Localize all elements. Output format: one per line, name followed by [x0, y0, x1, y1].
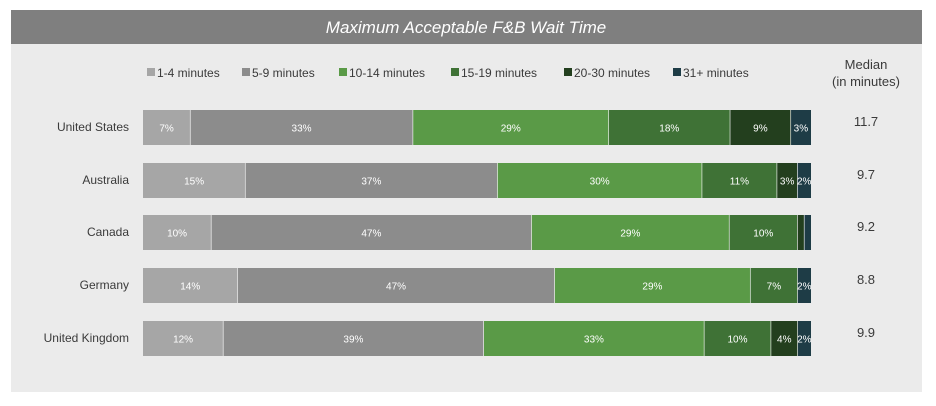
segment-label: 18% [659, 124, 679, 135]
legend-label-1: 1-4 minutes [157, 66, 220, 80]
bar-segment [190, 110, 413, 145]
bar-segment [797, 268, 811, 303]
segment-label: 3% [780, 177, 795, 188]
median-value: 9.9 [857, 325, 875, 340]
bar-segment [531, 215, 730, 250]
bar-segment [608, 110, 731, 145]
bar-segment [704, 321, 771, 356]
legend-swatch-4 [451, 68, 459, 76]
bar-segment [554, 268, 751, 303]
legend-label-5: 20-30 minutes [574, 66, 650, 80]
category-label: Germany [80, 278, 129, 292]
segment-label: 7% [767, 282, 782, 293]
bar-segment [804, 215, 811, 250]
category-label: Canada [87, 225, 129, 239]
bar-segment [729, 215, 798, 250]
bar-segment [143, 321, 224, 356]
segment-label: 37% [361, 177, 381, 188]
bar-segment [211, 215, 532, 250]
segment-label: 10% [167, 229, 187, 240]
segment-label: 14% [180, 282, 200, 293]
segment-label: 47% [386, 282, 406, 293]
median-value: 9.2 [857, 219, 875, 234]
bar-segment [143, 163, 246, 198]
title-bar [11, 10, 922, 44]
segment-label: 29% [642, 282, 662, 293]
legend-swatch-1 [147, 68, 155, 76]
bar-segment [797, 215, 805, 250]
category-label: United Kingdom [44, 331, 129, 345]
legend-swatch-6 [673, 68, 681, 76]
legend-swatch-2 [242, 68, 250, 76]
bar-segment [412, 110, 609, 145]
segment-label: 9% [753, 124, 768, 135]
bar-segment [143, 215, 212, 250]
segment-label: 4% [777, 335, 792, 346]
segment-label: 3% [794, 124, 809, 135]
legend-swatch-3 [339, 68, 347, 76]
bar-rows: United States 7% 33% 29% 18% 9% 3% 11.7 Australi… [44, 110, 878, 356]
median-value: 9.7 [857, 167, 875, 182]
bar-segment [776, 163, 798, 198]
median-header-line1: Median [845, 57, 888, 72]
segment-label: 29% [501, 124, 521, 135]
category-label: United States [57, 120, 129, 134]
bar-segment [750, 268, 798, 303]
median-header-line2: (in minutes) [832, 74, 900, 89]
segment-label: 33% [292, 124, 312, 135]
segment-label: 11% [730, 177, 749, 188]
bar-segment [223, 321, 484, 356]
bar-segment [790, 110, 811, 145]
legend-label-2: 5-9 minutes [252, 66, 315, 80]
bar-segment [497, 163, 702, 198]
legend-label-4: 15-19 minutes [461, 66, 537, 80]
legend-label-3: 10-14 minutes [349, 66, 425, 80]
segment-label: 15% [184, 177, 204, 188]
legend-swatch-5 [564, 68, 572, 76]
segment-label: 33% [584, 335, 604, 346]
segment-label: 7% [159, 124, 174, 135]
bar-segment [797, 321, 811, 356]
segment-label: 2% [797, 335, 812, 346]
segment-label: 10% [728, 335, 748, 346]
legend: 1-4 minutes 5-9 minutes 10-14 minutes 15-19… [147, 66, 749, 80]
bar-segment [143, 268, 238, 303]
legend-label-6: 31+ minutes [683, 66, 749, 80]
bar-segment [730, 110, 791, 145]
segment-label: 47% [361, 229, 381, 240]
bar-segment [483, 321, 705, 356]
segment-label: 10% [753, 229, 773, 240]
chart-title: Maximum Acceptable F&B Wait Time [326, 18, 606, 37]
segment-label: 30% [590, 177, 610, 188]
segment-label: 39% [343, 335, 363, 346]
median-value: 11.7 [854, 114, 878, 129]
bar-segment [701, 163, 777, 198]
segment-label: 12% [173, 335, 193, 346]
bar-segment [237, 268, 555, 303]
category-label: Australia [82, 173, 129, 187]
bar-segment [245, 163, 498, 198]
bar-segment [797, 163, 811, 198]
median-value: 8.8 [857, 272, 875, 287]
segment-label: 29% [620, 229, 640, 240]
segment-label: 2% [797, 282, 812, 293]
bar-segment [143, 110, 191, 145]
bar-segment [770, 321, 798, 356]
segment-label: 2% [797, 177, 812, 188]
